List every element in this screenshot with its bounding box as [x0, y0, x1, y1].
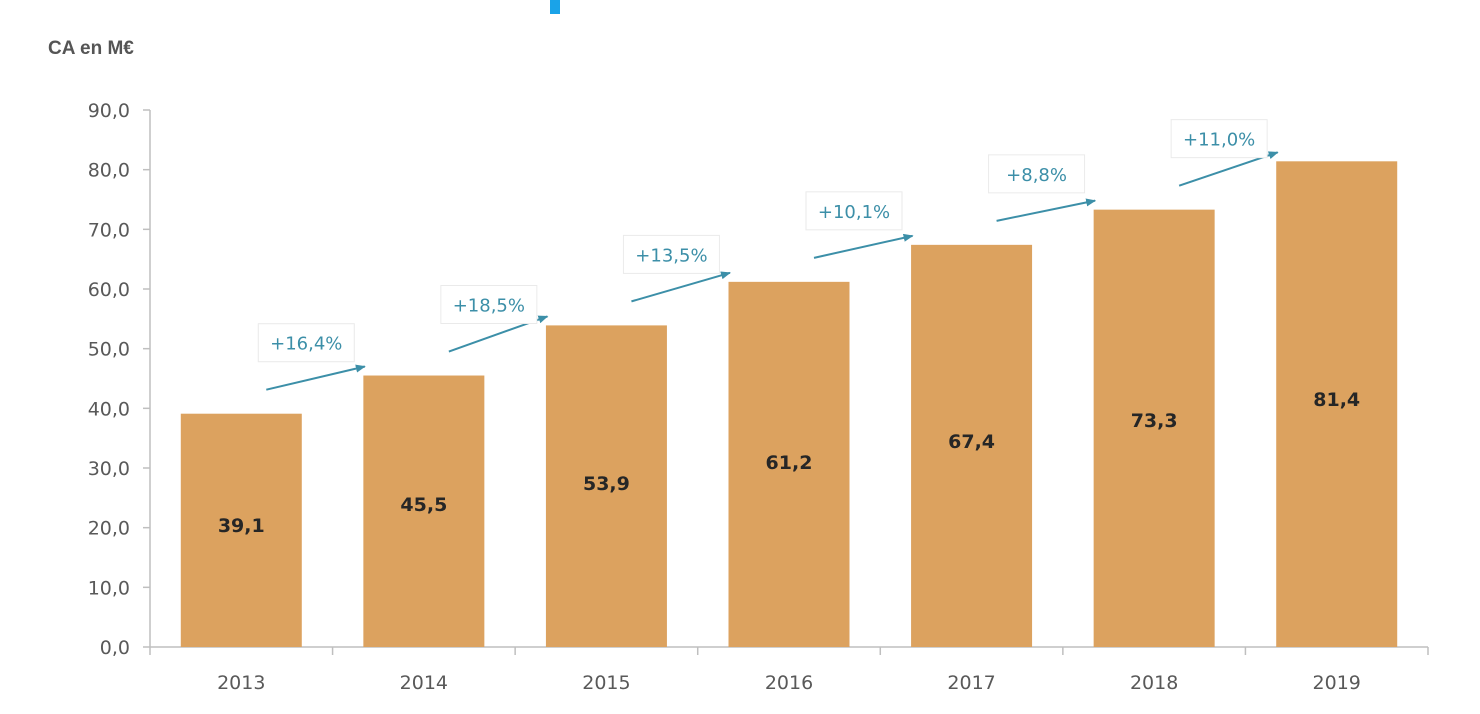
growth-label: +11,0% — [1183, 130, 1255, 151]
y-tick-label: 40,0 — [88, 398, 130, 420]
growth-label: +13,5% — [635, 245, 707, 266]
growth-label: +8,8% — [1006, 165, 1067, 186]
y-tick-label: 70,0 — [88, 219, 130, 241]
x-tick-label: 2017 — [947, 672, 995, 694]
bar — [180, 413, 302, 647]
bar-data-label: 39,1 — [218, 515, 265, 537]
bar — [1093, 209, 1215, 648]
growth-label: +18,5% — [453, 296, 525, 317]
y-tick-label: 90,0 — [88, 100, 130, 122]
bar — [728, 281, 850, 647]
growth-arrow — [631, 271, 731, 303]
growth-label-box — [440, 285, 538, 325]
growth-label-box — [257, 323, 355, 363]
y-tick-label: 20,0 — [88, 518, 130, 540]
y-tick-label: 10,0 — [88, 577, 130, 599]
x-tick-label: 2016 — [765, 672, 813, 694]
growth-label-box — [988, 154, 1086, 194]
growth-label: +10,1% — [818, 202, 890, 223]
growth-label-box — [805, 191, 903, 231]
y-tick-label: 50,0 — [88, 339, 130, 361]
bar-data-label: 45,5 — [400, 494, 447, 516]
growth-arrow — [813, 233, 914, 259]
top-accent-marker — [550, 0, 560, 14]
y-tick-label: 80,0 — [88, 160, 130, 182]
y-tick-label: 0,0 — [100, 637, 130, 659]
y-tick-label: 60,0 — [88, 279, 130, 301]
bar — [1276, 161, 1398, 647]
bar — [545, 325, 667, 647]
bar-data-label: 61,2 — [766, 452, 813, 474]
x-tick-label: 2018 — [1130, 672, 1178, 694]
bar-data-label: 81,4 — [1313, 389, 1360, 411]
bar-data-label: 53,9 — [583, 473, 630, 495]
y-axis-unit-label: CA en M€ — [48, 38, 134, 59]
x-tick-label: 2019 — [1313, 672, 1361, 694]
growth-arrow — [266, 364, 366, 391]
growth-label-box — [1170, 119, 1268, 159]
x-tick-label: 2015 — [582, 672, 630, 694]
x-tick-label: 2014 — [400, 672, 448, 694]
bar-data-label: 67,4 — [948, 431, 995, 453]
growth-label-box — [622, 234, 720, 274]
growth-label: +16,4% — [270, 334, 342, 355]
x-tick-label: 2013 — [217, 672, 265, 694]
bar — [911, 244, 1033, 647]
bar — [363, 375, 485, 647]
growth-arrow — [996, 198, 1097, 222]
bar-data-label: 73,3 — [1131, 410, 1178, 432]
y-tick-label: 30,0 — [88, 458, 130, 480]
